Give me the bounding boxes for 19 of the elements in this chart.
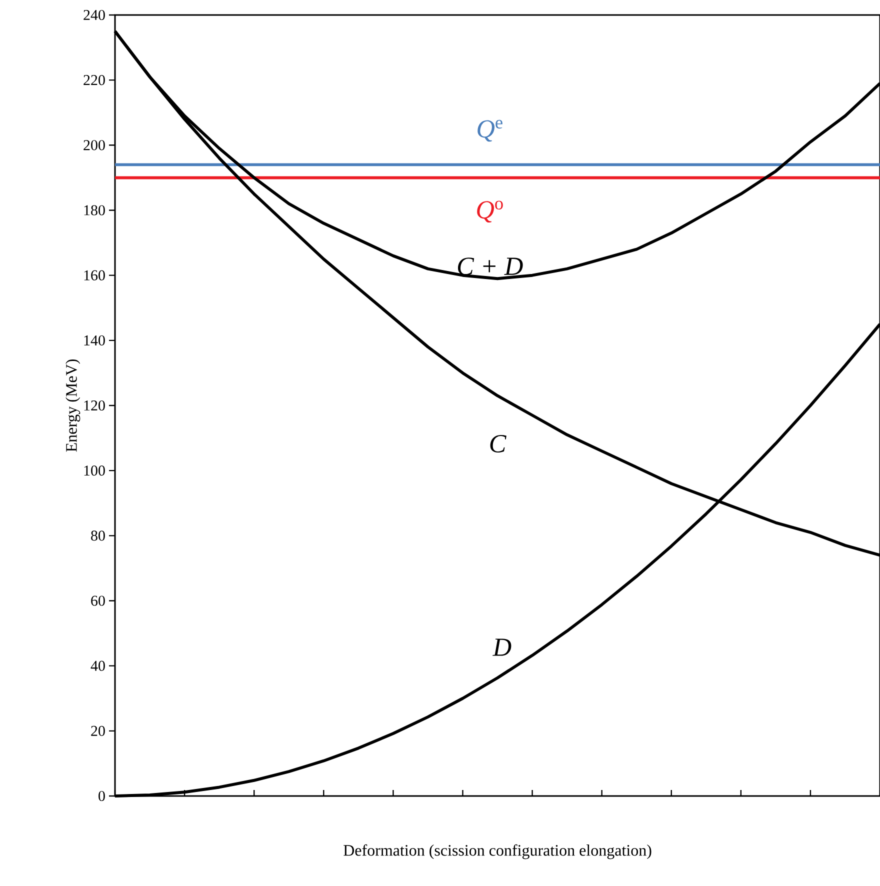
y-tick-label: 120 [84,400,105,411]
x-axis-title: Deformation (scission configuration elongation) [344,844,652,860]
y-tick-label: 80 [91,530,105,541]
y-tick-label: 20 [91,726,105,736]
y-tick-label: 40 [90,660,105,671]
y-tick-label: 60 [91,596,105,606]
y-tick-label: 100 [84,466,105,476]
ref-line-label: Q$^{e}$ [478,120,502,142]
y-tick-label: 200 [84,140,105,150]
y-tick-label: 140 [84,335,105,346]
y-tick-label: 0 [98,790,105,802]
series-label: C [490,435,506,452]
series-label: D [492,638,512,656]
y-axis-title: Energy (MeV) [66,359,80,452]
y-tick-label: 180 [84,205,105,216]
y-tick-label: 220 [84,75,105,86]
y-tick-label: 240 [84,10,105,20]
ref-line-label: Q$^{o}$ [477,200,503,223]
y-tick-label: 160 [84,270,105,280]
